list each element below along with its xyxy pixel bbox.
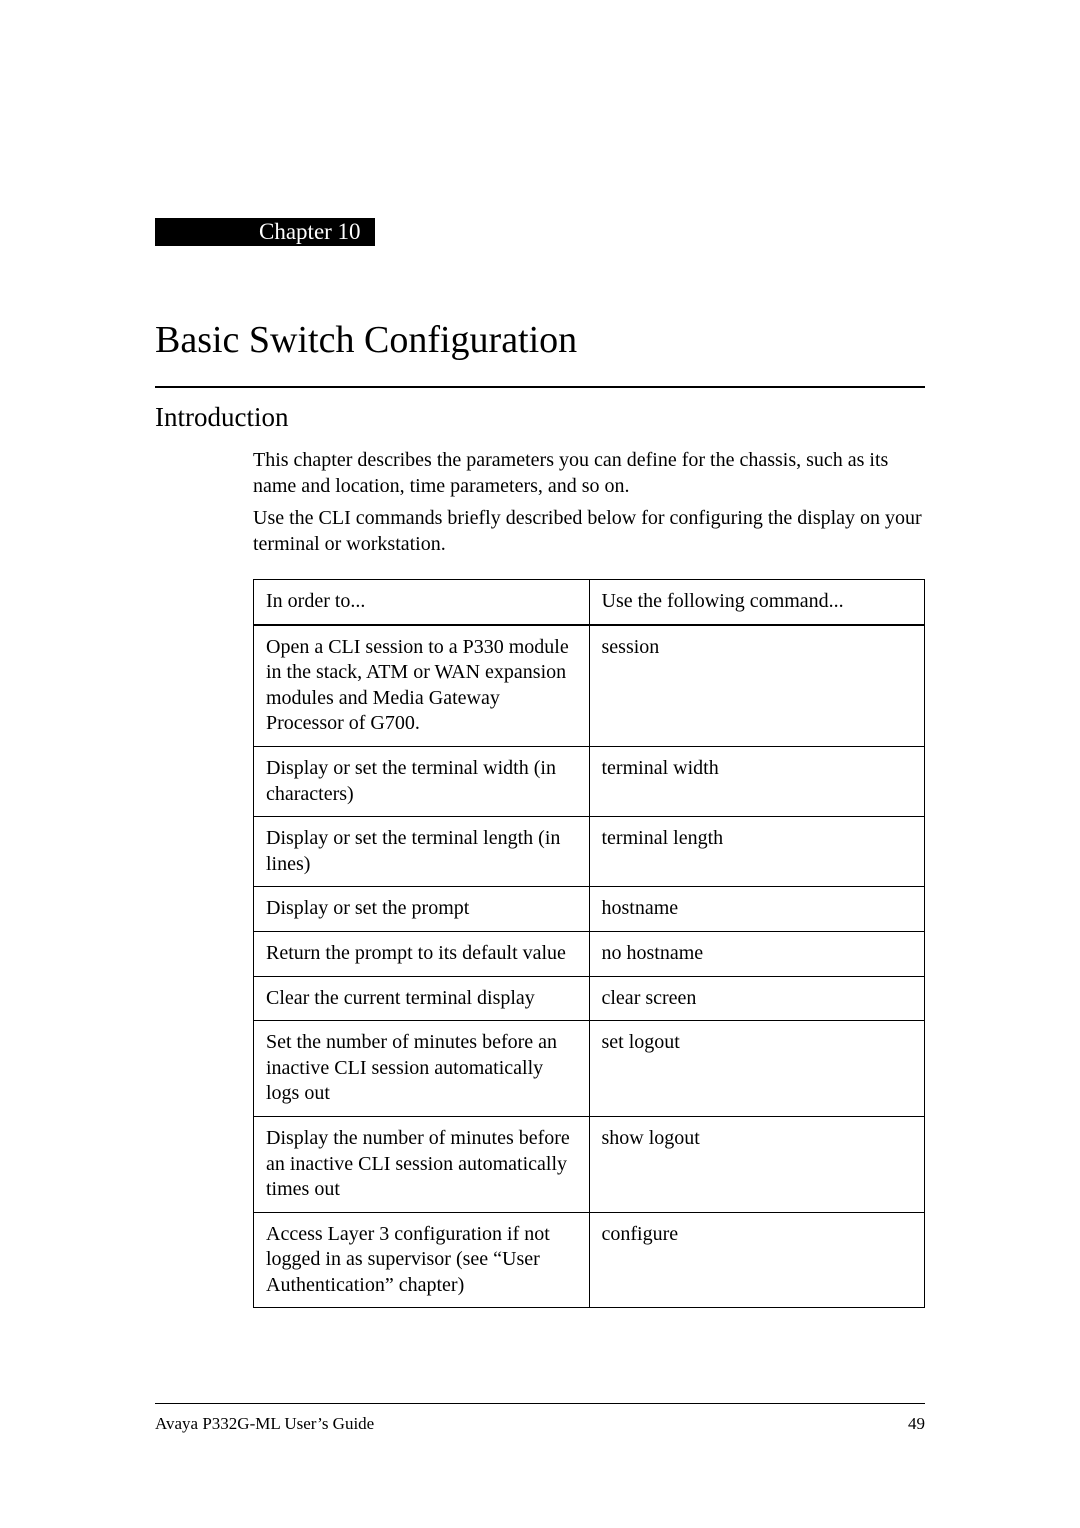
section-heading: Introduction [155,402,925,433]
table-row: Access Layer 3 configuration if not logg… [254,1212,925,1308]
document-page: Chapter 10 Basic Switch Configuration In… [0,0,1080,1528]
chapter-banner: Chapter 10 [155,218,925,246]
table-cell-cmd: set logout [589,1021,925,1117]
intro-paragraph-1: This chapter describes the parameters yo… [253,447,925,499]
table-cell-desc: Display or set the terminal length (in l… [254,817,590,887]
table-header-col2: Use the following command... [589,580,925,625]
table-row: Display or set the terminal length (in l… [254,817,925,887]
table-row: Return the prompt to its default value n… [254,931,925,976]
intro-paragraph-2: Use the CLI commands briefly described b… [253,505,925,557]
table-cell-desc: Open a CLI session to a P330 module in t… [254,625,590,747]
table-cell-cmd: hostname [589,887,925,932]
footer-guide-name: Avaya P332G-ML User’s Guide [155,1414,374,1434]
table-cell-cmd: show logout [589,1116,925,1212]
table-row: Display or set the prompt hostname [254,887,925,932]
footer-row: Avaya P332G-ML User’s Guide 49 [155,1414,925,1434]
table-cell-desc: Return the prompt to its default value [254,931,590,976]
table-cell-desc: Access Layer 3 configuration if not logg… [254,1212,590,1308]
table-cell-desc: Display or set the terminal width (in ch… [254,746,590,816]
table-cell-desc: Display or set the prompt [254,887,590,932]
footer-page-number: 49 [908,1414,925,1434]
table-row: Set the number of minutes before an inac… [254,1021,925,1117]
command-table: In order to... Use the following command… [253,579,925,1308]
page-title: Basic Switch Configuration [155,318,925,362]
chapter-label: Chapter 10 [253,218,375,246]
page-footer: Avaya P332G-ML User’s Guide 49 [155,1403,925,1434]
table-cell-cmd: terminal length [589,817,925,887]
table-header-col1: In order to... [254,580,590,625]
table-cell-desc: Set the number of minutes before an inac… [254,1021,590,1117]
table-cell-cmd: clear screen [589,976,925,1021]
table-cell-cmd: no hostname [589,931,925,976]
table-cell-cmd: session [589,625,925,747]
command-table-wrap: In order to... Use the following command… [253,579,925,1308]
table-cell-cmd: terminal width [589,746,925,816]
table-row: Display or set the terminal width (in ch… [254,746,925,816]
table-cell-cmd: configure [589,1212,925,1308]
table-cell-desc: Display the number of minutes before an … [254,1116,590,1212]
table-row: Display the number of minutes before an … [254,1116,925,1212]
table-cell-desc: Clear the current terminal display [254,976,590,1021]
table-header-row: In order to... Use the following command… [254,580,925,625]
title-rule [155,386,925,388]
chapter-leading-block [155,218,253,246]
table-row: Clear the current terminal display clear… [254,976,925,1021]
footer-rule [155,1403,925,1404]
table-row: Open a CLI session to a P330 module in t… [254,625,925,747]
